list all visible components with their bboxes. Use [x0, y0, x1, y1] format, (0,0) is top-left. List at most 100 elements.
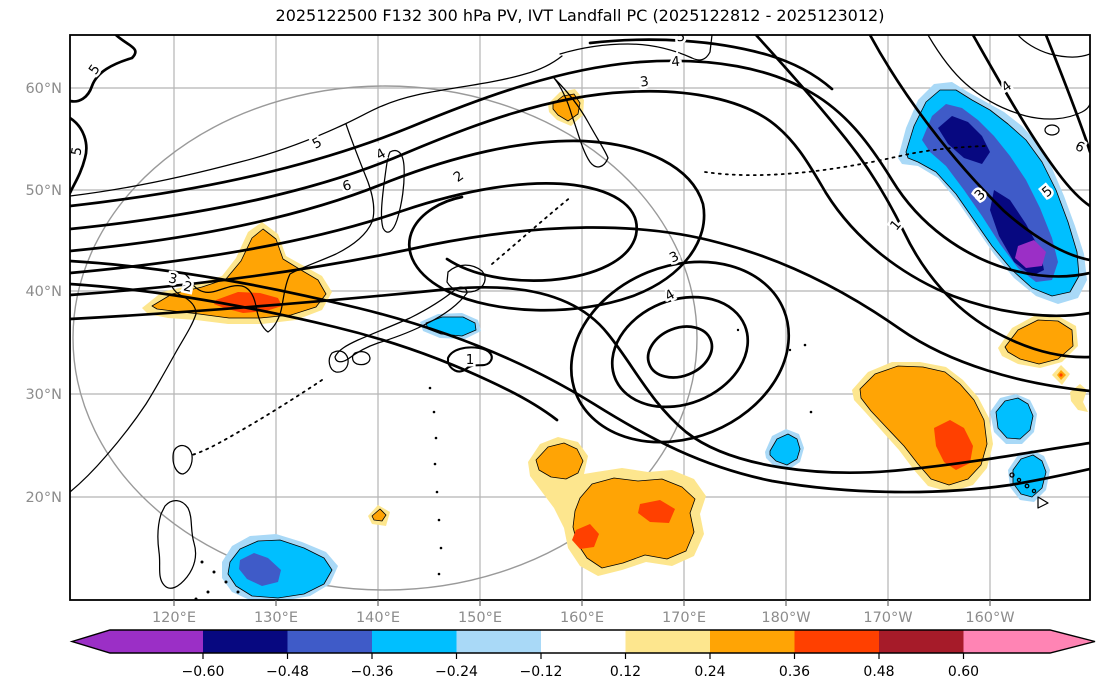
sakhalin-coast — [380, 149, 405, 233]
colorbar-segment — [203, 630, 288, 653]
contour-level-label: 3 — [639, 74, 650, 91]
lon-tick-label: 150°E — [458, 610, 502, 626]
contour-level-label: 4 — [671, 54, 681, 71]
chukotka-coast — [559, 35, 713, 61]
figure-title: 2025122500 F132 300 hPa PV, IVT Landfall… — [276, 6, 885, 25]
kodiak-island — [1044, 124, 1060, 136]
anomaly-core — [572, 524, 599, 549]
anomaly-main — [572, 477, 696, 569]
contour-5-top — [588, 38, 834, 91]
asia-mainland-coast — [70, 55, 563, 197]
lon-tick-label: 180°W — [761, 610, 810, 626]
contour-1-trough — [754, 35, 1090, 359]
anomaly-main — [995, 397, 1034, 440]
map-frame — [69, 34, 1091, 601]
colorbar-segment — [456, 630, 542, 653]
alaska-north-coast — [1017, 35, 1090, 58]
contour-closed-low-inner — [646, 325, 714, 379]
anomaly-main — [1004, 319, 1074, 365]
hawaiian-islands — [1009, 472, 1049, 509]
contour-level-label: 5 — [676, 29, 685, 45]
kamchatka-coast — [553, 77, 609, 168]
lon-tick-label: 170°W — [863, 610, 912, 626]
contour-level-label: 1 — [887, 217, 905, 234]
lon-tick-label: 160°W — [965, 610, 1014, 626]
honshu-coast — [334, 286, 468, 363]
colorbar-segment — [541, 630, 626, 653]
contour-pack-south-1 — [70, 259, 1090, 494]
lat-tick-label: 40°N — [25, 284, 62, 300]
contour-level-label: 5 — [68, 146, 85, 157]
contour-mid-north — [70, 226, 1090, 393]
lat-tick-label: 20°N — [25, 490, 62, 506]
contour-5-left — [70, 116, 88, 195]
colorbar-segment — [794, 630, 880, 653]
kuril-island-chain — [491, 195, 573, 265]
anomaly-core — [1059, 373, 1063, 377]
contour-2-inner — [70, 182, 639, 282]
shikoku-coast — [351, 351, 371, 366]
axis-labels: 120°E 130°E 140°E 150°E 160°E 170°E 180°W 170°W… — [25, 81, 1014, 626]
contour-level-label: 5 — [86, 62, 104, 78]
anomaly-main — [151, 228, 327, 319]
colorbar-tick-label: −0.60 — [182, 664, 225, 680]
lon-tick-label: 130°E — [254, 610, 298, 626]
colorbar-tick-label: 0.60 — [948, 664, 979, 680]
contour-level-label: 3 — [667, 248, 682, 266]
contour-3-ne-arc — [868, 35, 1090, 262]
anomaly-main — [535, 442, 584, 480]
colorbar: −0.60 −0.48 −0.36 −0.24 −0.12 0.12 0.24 0.36 0.4… — [69, 629, 1096, 680]
lat-tick-label: 30°N — [25, 387, 62, 403]
colorbar-tick-label: 0.36 — [779, 664, 810, 680]
contour-6-loop — [70, 139, 706, 312]
anomaly-core — [934, 420, 973, 470]
lon-tick-label: 120°E — [152, 610, 196, 626]
contour-3-closed-low — [569, 260, 791, 444]
contour-4-closed-low — [610, 295, 750, 409]
marianas-islets — [428, 386, 443, 576]
anomaly-core — [239, 553, 281, 586]
range-ring-circle — [72, 85, 698, 591]
colorbar-left-arrow — [72, 630, 203, 653]
colorbar-segment — [879, 630, 964, 653]
lon-tick-label: 170°E — [662, 610, 706, 626]
colorbar-segment — [710, 630, 795, 653]
colorbar-segment — [625, 630, 711, 653]
anomaly-main — [769, 433, 801, 466]
lat-tick-label: 50°N — [25, 183, 62, 199]
lon-tick-label: 140°E — [356, 610, 400, 626]
kyushu-coast — [328, 350, 349, 373]
contour-level-label: 6 — [1072, 138, 1087, 156]
contour-5-ne-arc — [971, 35, 1090, 208]
anomaly-core — [638, 500, 675, 523]
colorbar-tick-label: −0.12 — [520, 664, 563, 680]
colorbar-segment — [372, 630, 457, 653]
ryukyu-island-chain — [191, 379, 323, 456]
contour-level-label: 2 — [451, 168, 467, 186]
lon-tick-label: 160°E — [560, 610, 604, 626]
colorbar-segment — [287, 630, 373, 653]
colorbar-right-arrow — [963, 630, 1095, 653]
contour-level-label: 4 — [999, 78, 1015, 96]
philippines-luzon-coast — [157, 500, 197, 589]
alaska-coast — [927, 35, 1090, 120]
colorbar-tick-label: 0.48 — [863, 664, 894, 680]
pv-contours — [70, 35, 1090, 494]
primorye-korea-china-coast — [70, 123, 375, 493]
colorbar-tick-label: −0.48 — [266, 664, 309, 680]
lat-tick-label: 60°N — [25, 81, 62, 97]
midway-wake-islets — [736, 328, 813, 414]
colorbar-tick-label: −0.36 — [351, 664, 394, 680]
taiwan-coast — [172, 445, 193, 475]
contour-1-small-loop — [446, 346, 493, 373]
contour-5-topleft — [70, 35, 137, 103]
contour-pack-south-2 — [70, 282, 559, 422]
contour-mid-south — [70, 285, 1090, 474]
anomaly-main — [371, 508, 387, 522]
contour-6-ne-arc — [1044, 35, 1090, 154]
colorbar-outline — [69, 629, 1096, 654]
colorbar-tick-label: −0.24 — [435, 664, 478, 680]
